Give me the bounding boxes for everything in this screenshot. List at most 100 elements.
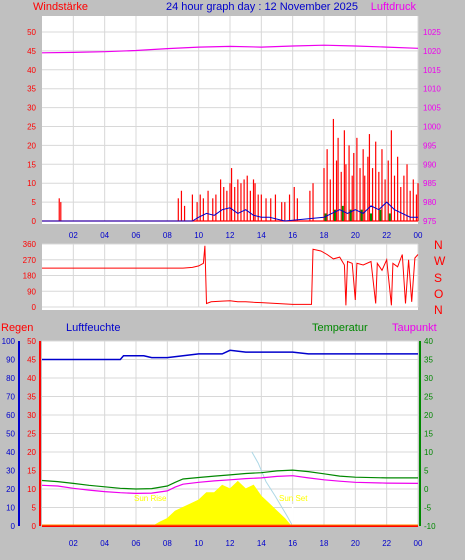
- wind-time-label: 10: [194, 231, 203, 240]
- pressure-tick-label: 980: [423, 198, 437, 207]
- humidity-axis-title: Luftfeuchte: [66, 322, 120, 334]
- pressure-tick-label: 1015: [423, 66, 441, 75]
- climate-time-label: 20: [351, 539, 360, 548]
- humidity-tick-label: 40: [6, 448, 15, 457]
- wind-tick-label: 0: [32, 217, 37, 226]
- direction-letter-w: W: [434, 254, 446, 268]
- direction-letters: N W S O N: [434, 238, 446, 317]
- direction-tick-label: 270: [23, 256, 37, 265]
- rain-axis-title: Regen: [1, 322, 33, 334]
- climate-time-label: 18: [320, 539, 329, 548]
- pressure-axis-title: Luftdruck: [371, 1, 417, 13]
- humidity-tick-label: 50: [6, 430, 15, 439]
- humidity-line: [42, 349, 418, 361]
- pressure-line: [41, 44, 419, 54]
- temperature-tick-label: 25: [424, 393, 433, 402]
- wind-average-line: [42, 201, 418, 222]
- climate-time-label: 16: [288, 539, 297, 548]
- sunrise-label: Sun Rise: [134, 494, 167, 503]
- direction-letter-o: O: [434, 287, 443, 301]
- rain-tick-label: 35: [27, 393, 36, 402]
- climate-time-label: 04: [100, 539, 109, 548]
- temperature-tick-label: 10: [424, 448, 433, 457]
- humidity-tick-label: 10: [6, 504, 15, 513]
- direction-tick-label: 0: [32, 303, 37, 312]
- direction-letter-n-bottom: N: [434, 303, 443, 317]
- rain-tick-label: 25: [27, 430, 36, 439]
- wind-tick-label: 40: [27, 66, 36, 75]
- pressure-tick-label: 990: [423, 160, 437, 169]
- direction-letter-n-top: N: [434, 238, 443, 252]
- pressure-tick-label: 995: [423, 141, 437, 150]
- data-layer: [41, 44, 419, 527]
- humidity-tick-label: 0: [11, 522, 16, 531]
- direction-tick-label: 180: [23, 272, 37, 281]
- wind-time-label: 00: [414, 231, 423, 240]
- temperature-line: [41, 469, 418, 490]
- direction-tick-label: 90: [27, 287, 36, 296]
- wind-time-label: 06: [132, 231, 141, 240]
- wind-time-label: 16: [288, 231, 297, 240]
- pressure-tick-label: 1020: [423, 47, 441, 56]
- temperature-tick-label: 5: [424, 467, 429, 476]
- rain-tick-label: 50: [27, 337, 36, 346]
- pressure-tick-label: 1000: [423, 123, 441, 132]
- climate-time-label: 08: [163, 539, 172, 548]
- humidity-tick-label: 80: [6, 374, 15, 383]
- wind-tick-label: 15: [27, 160, 36, 169]
- pressure-tick-label: 975: [423, 217, 437, 226]
- humidity-tick-label: 20: [6, 485, 15, 494]
- direction-tick-label: 360: [23, 240, 37, 249]
- rain-tick-label: 15: [27, 467, 36, 476]
- wind-axis-title: Windstärke: [33, 1, 88, 13]
- sunset-label: Sun Set: [279, 494, 308, 503]
- rain-tick-label: 40: [27, 374, 36, 383]
- temperature-tick-label: -5: [424, 504, 432, 513]
- wind-tick-label: 45: [27, 47, 36, 56]
- temperature-tick-label: 30: [424, 374, 433, 383]
- climate-time-label: 22: [382, 539, 391, 548]
- climate-time-label: 00: [414, 539, 423, 548]
- rain-tick-label: 10: [27, 485, 36, 494]
- climate-time-label: 10: [194, 539, 203, 548]
- dewpoint-line: [41, 475, 419, 495]
- wind-tick-label: 25: [27, 123, 36, 132]
- climate-time-label: 14: [257, 539, 266, 548]
- wind-direction-line: [42, 245, 419, 306]
- wind-time-label: 18: [320, 231, 329, 240]
- solar-radiation-area: [151, 480, 293, 527]
- wind-tick-label: 30: [27, 104, 36, 113]
- wind-tick-label: 10: [27, 179, 36, 188]
- chart-title: 24 hour graph day : 12 November 2025: [166, 1, 358, 13]
- direction-letter-s: S: [434, 271, 442, 285]
- wind-time-label: 20: [351, 231, 360, 240]
- climate-time-label: 12: [226, 539, 235, 548]
- rain-tick-label: 0: [32, 522, 37, 531]
- pressure-tick-label: 1025: [423, 28, 441, 37]
- wind-time-label: 04: [100, 231, 109, 240]
- temperature-tick-label: 20: [424, 411, 433, 420]
- humidity-tick-label: 100: [2, 337, 16, 346]
- wind-tick-label: 20: [27, 141, 36, 150]
- tick-layer: 0510152025303540455097598098599099510001…: [2, 28, 442, 548]
- humidity-tick-label: 30: [6, 467, 15, 476]
- pressure-tick-label: 1010: [423, 85, 441, 94]
- temperature-tick-label: 35: [424, 356, 433, 365]
- climate-time-label: 06: [132, 539, 141, 548]
- pressure-tick-label: 985: [423, 179, 437, 188]
- humidity-tick-label: 90: [6, 356, 15, 365]
- wind-time-label: 22: [382, 231, 391, 240]
- wind-time-label: 12: [226, 231, 235, 240]
- temperature-tick-label: 0: [424, 485, 429, 494]
- solar-ghost-line: [251, 451, 294, 527]
- temperature-tick-label: 40: [424, 337, 433, 346]
- humidity-tick-label: 70: [6, 393, 15, 402]
- pressure-tick-label: 1005: [423, 104, 441, 113]
- rain-tick-label: 30: [27, 411, 36, 420]
- rain-tick-label: 20: [27, 448, 36, 457]
- wind-tick-label: 5: [32, 198, 37, 207]
- wind-time-label: 08: [163, 231, 172, 240]
- temperature-tick-label: 15: [424, 430, 433, 439]
